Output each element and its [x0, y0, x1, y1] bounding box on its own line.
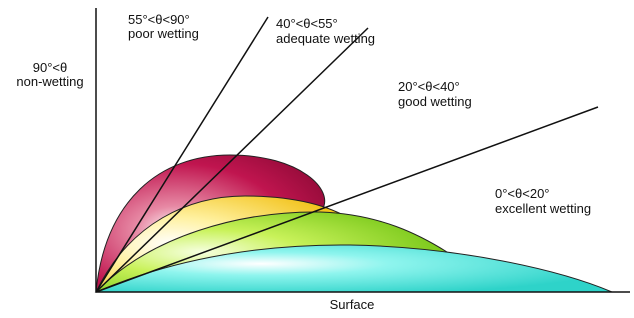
label-angle: 40°<θ<55°	[276, 16, 338, 31]
label-name: excellent wetting	[495, 201, 591, 216]
label-angle: 0°<θ<20°	[495, 186, 550, 201]
label-angle: 20°<θ<40°	[398, 79, 460, 94]
label-name: non-wetting	[16, 74, 83, 89]
label-name: adequate wetting	[276, 31, 375, 46]
label-angle: 90°<θ	[33, 60, 67, 75]
label-name: good wetting	[398, 94, 472, 109]
axis-label: Surface	[330, 297, 375, 312]
wetting-diagram: 90°<θ non-wetting 55°<θ<90° poor wetting…	[0, 0, 634, 318]
label-angle: 55°<θ<90°	[128, 12, 190, 27]
label-name: poor wetting	[128, 26, 199, 41]
